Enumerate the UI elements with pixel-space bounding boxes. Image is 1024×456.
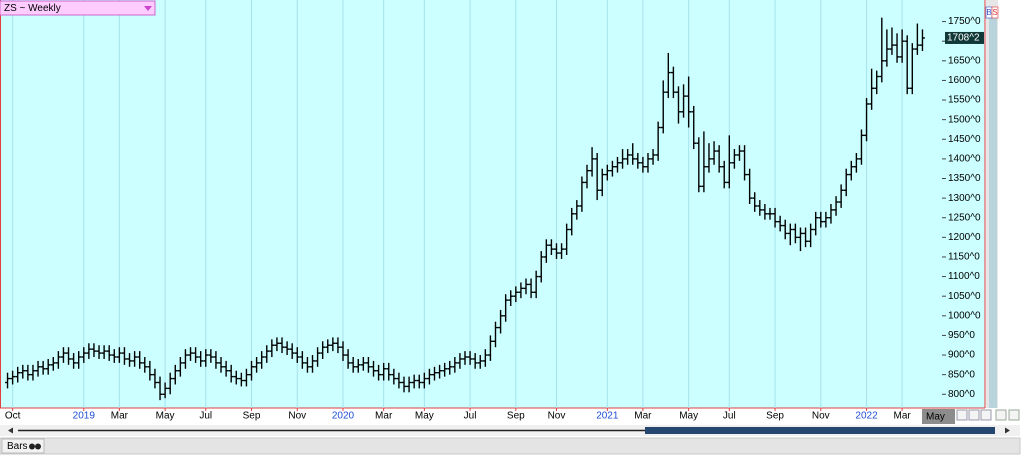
- y-tick-label: 850^0: [948, 369, 975, 380]
- x-tick-label: May: [415, 411, 434, 422]
- x-tick-label: May: [156, 411, 175, 422]
- x-tick-label: Nov: [288, 411, 306, 422]
- y-tick-label: 1000^0: [948, 310, 981, 321]
- nav-button[interactable]: [995, 409, 1007, 421]
- dropdown-arrow: [144, 6, 152, 11]
- y-tick-label: 1550^0: [948, 95, 981, 106]
- x-tick-label: May: [679, 411, 698, 422]
- y-tick-label: 1300^0: [948, 193, 981, 204]
- x-end-label: May: [926, 412, 945, 423]
- y-tick-label: 1350^0: [948, 173, 981, 184]
- plot-background: [0, 0, 985, 408]
- x-tick-label: Oct: [5, 411, 21, 422]
- grid: [12, 0, 903, 408]
- y-tick-label: 800^0: [948, 389, 975, 400]
- x-tick-label: 2019: [73, 411, 96, 422]
- x-tick-label: Mar: [375, 411, 393, 422]
- bars: [5, 17, 925, 401]
- symbol-selector[interactable]: [0, 0, 156, 16]
- nav-button[interactable]: [956, 409, 968, 421]
- sell-button-text[interactable]: S: [992, 8, 997, 17]
- nav-button[interactable]: [980, 409, 992, 421]
- x-tick-label: Nov: [548, 411, 566, 422]
- x-tick-label: 2022: [855, 411, 878, 422]
- y-tick-label: 1250^0: [948, 212, 981, 223]
- axes: 800^0 850^0 900^0 950^0 1000^0 1050^0 1100^0 11…: [5, 16, 984, 422]
- nav-buttons: [956, 409, 1020, 421]
- tab-label[interactable]: Bars: [7, 441, 28, 452]
- y-tick-label: 900^0: [948, 350, 975, 361]
- y-tick-label: 1450^0: [948, 134, 981, 145]
- symbol-selector-text[interactable]: ZS ~ Weekly: [4, 3, 61, 14]
- x-tick-label: Jul: [723, 411, 736, 422]
- scroll-right[interactable]: [1005, 427, 1010, 434]
- side-scroll: [989, 18, 997, 408]
- y-tick-label: 1050^0: [948, 291, 981, 302]
- period-end-box: [922, 409, 955, 424]
- x-tick-label: Sep: [766, 411, 784, 422]
- tab[interactable]: [1, 438, 45, 454]
- last-price-box: [945, 31, 984, 44]
- x-tick-label: 2020: [332, 411, 355, 422]
- x-tick-label: Mar: [111, 411, 129, 422]
- y-tick-label: 1650^0: [948, 55, 981, 66]
- x-tick-label: 2021: [596, 411, 619, 422]
- x-tick-label: Jul: [199, 411, 212, 422]
- scroll-left[interactable]: [8, 427, 13, 434]
- x-tick-label: Mar: [634, 411, 652, 422]
- y-tick-label: 1200^0: [948, 232, 981, 243]
- x-tick-label: Nov: [812, 411, 830, 422]
- buy-button-text[interactable]: B: [986, 8, 991, 17]
- nav-button[interactable]: [1008, 409, 1020, 421]
- y-tick-label: 1500^0: [948, 114, 981, 125]
- x-tick-label: Sep: [243, 411, 261, 422]
- tab-icon: [35, 443, 41, 450]
- y-tick-label: 1400^0: [948, 154, 981, 165]
- nav-button[interactable]: [968, 409, 980, 421]
- sell-button[interactable]: [991, 6, 999, 19]
- y-tick-label: 1100^0: [948, 271, 980, 282]
- tab-icon: [29, 443, 35, 450]
- x-tick-label: Mar: [894, 411, 912, 422]
- x-tick-label: Jul: [464, 411, 477, 422]
- scroll-thumb[interactable]: [645, 427, 995, 434]
- y-tick-label: 1150^0: [948, 252, 980, 263]
- y-tick-label: 1750^0: [948, 16, 981, 27]
- y-tick-label: 950^0: [948, 330, 975, 341]
- tab-bar: [0, 437, 1021, 455]
- y-tick-label: 1600^0: [948, 75, 981, 86]
- x-tick-label: Sep: [507, 411, 525, 422]
- last-price-label: 1708^2: [947, 33, 980, 44]
